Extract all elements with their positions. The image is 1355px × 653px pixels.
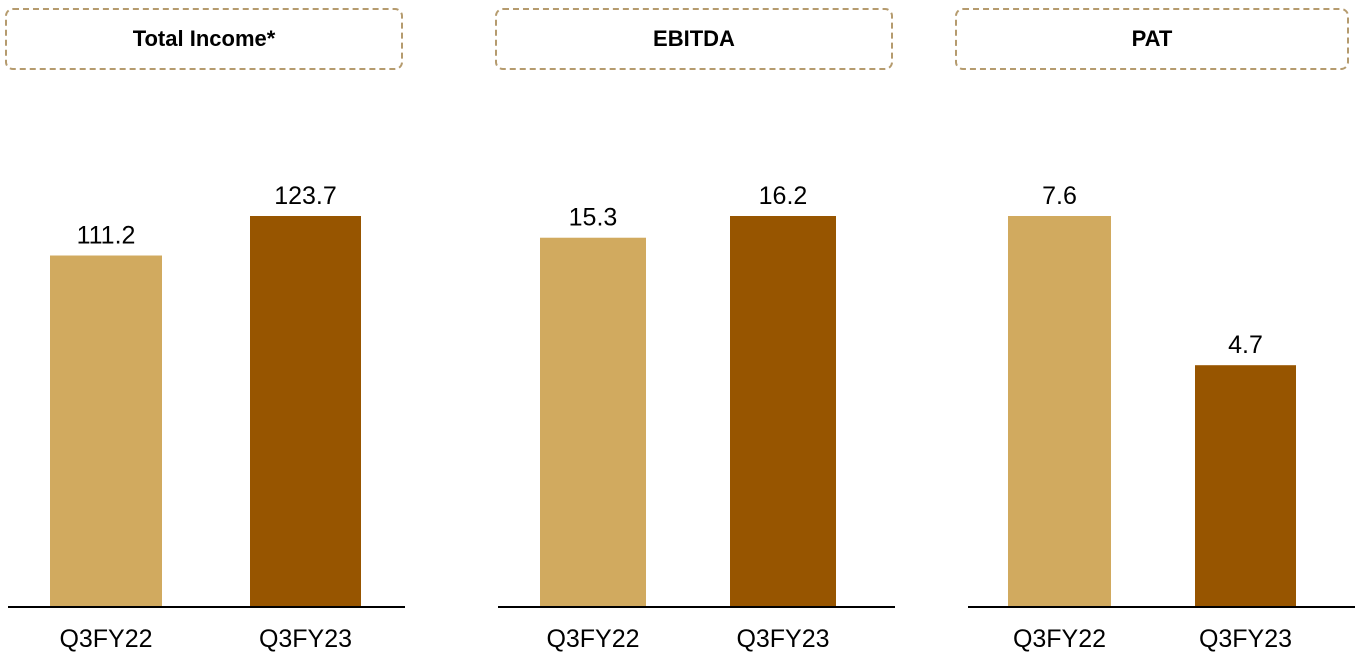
bar-q3fy23 — [730, 216, 836, 607]
chart-title: Total Income* — [5, 8, 403, 70]
data-label: 111.2 — [77, 222, 136, 250]
data-label: 7.6 — [1042, 182, 1077, 210]
bar-q3fy23 — [250, 216, 361, 607]
category-label: Q3FY23 — [259, 625, 352, 653]
category-label: Q3FY23 — [736, 625, 829, 653]
chart-title: EBITDA — [495, 8, 893, 70]
ebitda-chart-panel: EBITDA 15.3 Q3FY22 16.2 Q3FY23 — [490, 0, 910, 653]
total-income-bar-chart: 111.2 Q3FY22 123.7 Q3FY23 — [8, 182, 405, 653]
category-label: Q3FY22 — [1013, 625, 1106, 653]
bar-q3fy23 — [1195, 365, 1296, 607]
chart-title: PAT — [955, 8, 1349, 70]
pat-chart-panel: PAT 7.6 Q3FY22 4.7 Q3FY23 — [950, 0, 1355, 653]
bar-q3fy22 — [1008, 216, 1111, 607]
data-label: 15.3 — [569, 204, 618, 232]
bar-q3fy22 — [50, 255, 162, 607]
category-label: Q3FY23 — [1199, 625, 1292, 653]
pat-bar-chart: 7.6 Q3FY22 4.7 Q3FY23 — [968, 182, 1355, 653]
data-label: 16.2 — [759, 182, 808, 210]
bar-q3fy22 — [540, 237, 646, 607]
category-label: Q3FY22 — [546, 625, 639, 653]
data-label: 123.7 — [274, 182, 337, 210]
total-income-chart-panel: Total Income* 111.2 Q3FY22 123.7 Q3FY23 — [0, 0, 430, 653]
category-label: Q3FY22 — [59, 625, 152, 653]
ebitda-bar-chart: 15.3 Q3FY22 16.2 Q3FY23 — [498, 182, 895, 653]
data-label: 4.7 — [1228, 331, 1263, 359]
